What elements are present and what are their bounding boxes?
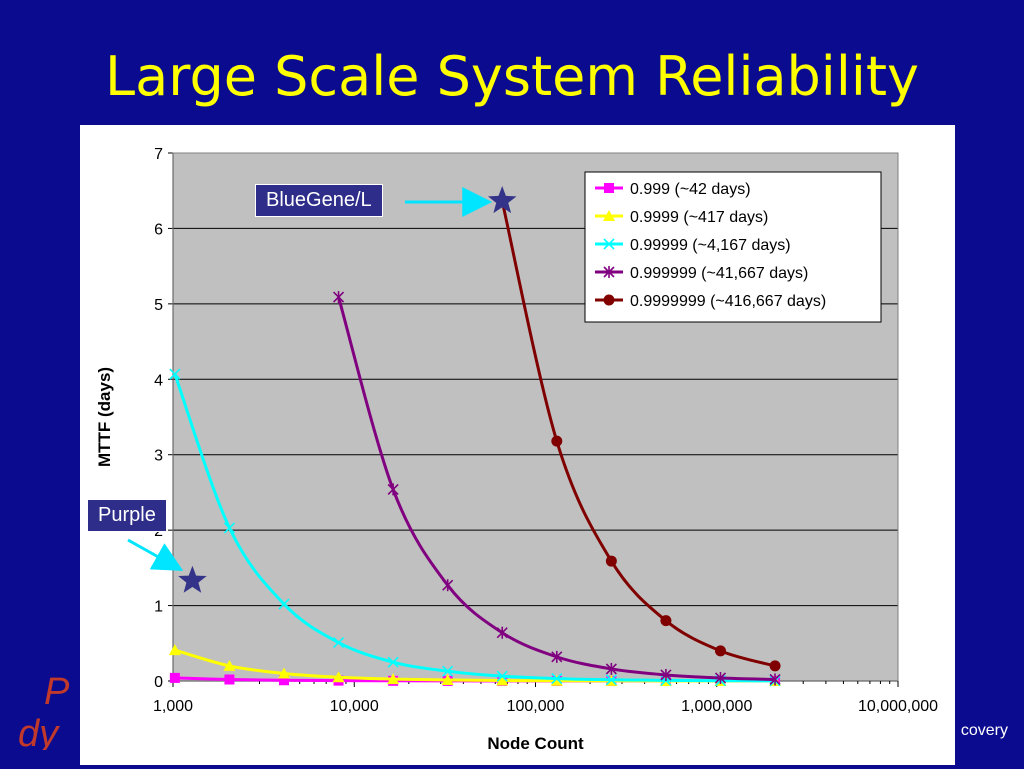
data-point-1 — [496, 674, 509, 686]
legend-label: 0.9999 (~417 days) — [630, 209, 768, 226]
chart-container: 012345671,00010,000100,0001,000,00010,00… — [80, 125, 955, 765]
y-tick-label: 1 — [154, 599, 163, 616]
data-point-2 — [169, 368, 181, 380]
legend-label: 0.9999999 (~416,667 days) — [630, 293, 826, 310]
data-point-1 — [277, 667, 290, 679]
y-tick-label: 6 — [154, 221, 163, 238]
data-point-3 — [605, 662, 617, 675]
legend-marker — [603, 266, 615, 278]
data-point-3 — [496, 626, 508, 639]
data-point-0 — [169, 672, 180, 683]
legend-label: 0.999999 (~41,667 days) — [630, 265, 808, 282]
data-point-3 — [442, 579, 454, 592]
slide-title: Large Scale System Reliability — [105, 45, 919, 108]
data-point-2 — [223, 522, 235, 534]
x-tick-label: 100,000 — [507, 698, 565, 715]
svg-text:P: P — [44, 671, 70, 713]
data-point-3 — [660, 668, 672, 681]
x-tick-label: 10,000 — [330, 698, 379, 715]
purple-callout: Purple — [87, 499, 167, 532]
y-tick-label: 4 — [154, 372, 163, 389]
svg-text:dy: dy — [18, 713, 60, 750]
y-tick-label: 5 — [154, 297, 163, 314]
legend-marker — [603, 210, 615, 221]
legend-marker — [603, 238, 615, 250]
data-point-2 — [387, 656, 399, 668]
series-line-3 — [337, 296, 776, 681]
legend-label: 0.99999 (~4,167 days) — [630, 237, 791, 254]
data-point-3 — [551, 650, 563, 663]
data-point-0 — [278, 675, 289, 686]
y-tick-label: 7 — [154, 146, 163, 163]
data-point-1 — [223, 659, 236, 671]
mttf-chart: 012345671,00010,000100,0001,000,00010,00… — [95, 146, 938, 753]
data-point-3 — [714, 671, 727, 684]
data-point-1 — [441, 674, 454, 686]
logo-icon: P dy — [18, 671, 70, 750]
data-point-2 — [332, 636, 345, 649]
data-point-0 — [224, 674, 235, 685]
data-point-2 — [442, 665, 454, 677]
data-point-4 — [496, 195, 508, 207]
footer-text: covery — [960, 722, 1008, 739]
data-point-3 — [769, 673, 781, 686]
legend-marker — [604, 183, 614, 193]
x-axis-label: Node Count — [487, 734, 584, 753]
data-point-4 — [660, 615, 672, 627]
y-tick-label: 3 — [154, 448, 163, 465]
data-point-1 — [332, 671, 345, 683]
data-point-4 — [551, 435, 563, 447]
data-point-4 — [714, 645, 726, 657]
x-tick-label: 1,000 — [153, 698, 193, 715]
data-point-3 — [332, 291, 345, 304]
data-point-2 — [496, 670, 508, 682]
data-point-4 — [769, 660, 781, 672]
y-tick-label: 0 — [154, 674, 163, 691]
data-point-4 — [605, 555, 617, 567]
data-point-2 — [605, 674, 617, 686]
x-tick-label: 1,000,000 — [681, 698, 752, 715]
legend-label: 0.999 (~42 days) — [630, 181, 751, 198]
data-point-1 — [168, 644, 181, 656]
data-point-1 — [550, 674, 563, 686]
data-point-3 — [387, 483, 399, 496]
legend-marker — [603, 294, 615, 306]
y-axis-label: MTTF (days) — [95, 367, 114, 467]
legend-box — [584, 171, 882, 323]
data-point-1 — [387, 673, 400, 685]
data-point-2 — [551, 673, 563, 685]
x-tick-label: 10,000,000 — [858, 698, 938, 715]
bluegene-callout: BlueGene/L — [255, 184, 383, 217]
data-point-2 — [278, 598, 290, 610]
